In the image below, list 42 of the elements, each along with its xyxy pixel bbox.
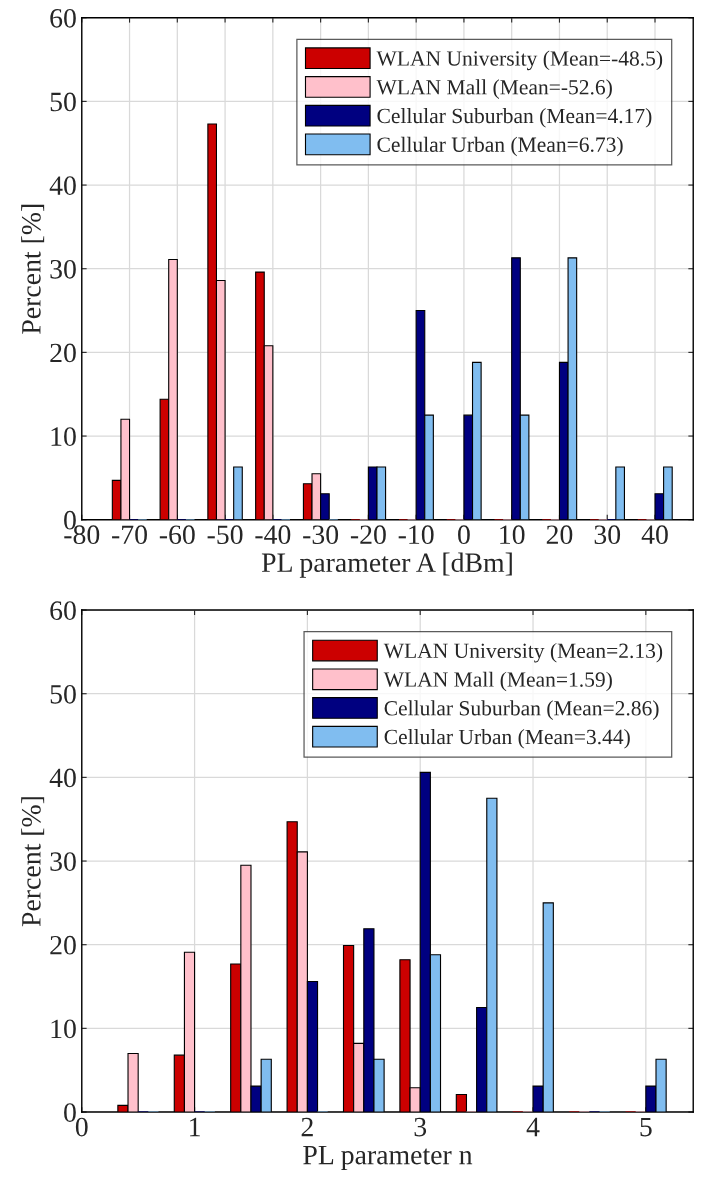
y-tick-label: 40 bbox=[49, 768, 76, 788]
x-tick-label: -70 bbox=[112, 525, 147, 545]
x-tick-label: 20 bbox=[546, 525, 573, 545]
x-tick-label: -20 bbox=[350, 525, 386, 545]
y-axis-title: Percent [%] bbox=[21, 797, 45, 927]
y-axis-title: Percent [%] bbox=[21, 204, 45, 334]
x-tick-label: -50 bbox=[207, 525, 243, 545]
y-tick-label: 50 bbox=[50, 92, 76, 112]
x-tick-label: 0 bbox=[458, 525, 470, 545]
x-tick-label: -30 bbox=[303, 525, 339, 545]
legend-label: WLAN Mall (Mean=1.59) bbox=[383, 671, 612, 692]
y-tick-label: 20 bbox=[50, 343, 76, 363]
legend-label: WLAN University (Mean=-48.5) bbox=[376, 50, 663, 71]
legend-label: WLAN University (Mean=2.13) bbox=[383, 642, 663, 663]
x-tick-label: 3 bbox=[414, 1117, 427, 1137]
x-axis-title: PL parameter n bbox=[303, 1145, 473, 1171]
y-tick-label: 30 bbox=[50, 259, 76, 279]
x-axis-title: PL parameter A [dBm] bbox=[261, 552, 512, 578]
y-tick-label: 60 bbox=[50, 8, 76, 28]
x-tick-label: -40 bbox=[255, 525, 291, 545]
x-tick-label: 4 bbox=[526, 1117, 540, 1137]
y-tick-label: 50 bbox=[50, 684, 76, 704]
y-tick-label: 10 bbox=[51, 1019, 76, 1039]
legend-label: Cellular Urban (Mean=3.44) bbox=[384, 729, 630, 749]
x-tick-label: 2 bbox=[301, 1117, 313, 1137]
x-tick-label: 10 bbox=[500, 525, 525, 545]
y-tick-label: 30 bbox=[50, 852, 76, 871]
y-tick-label: 0 bbox=[64, 1103, 76, 1122]
legend-label: Cellular Urban (Mean=6.73) bbox=[377, 136, 623, 157]
legend-label: Cellular Suburban (Mean=4.17) bbox=[377, 108, 652, 128]
y-tick-label: 10 bbox=[51, 427, 76, 446]
legend-label: Cellular Suburban (Mean=2.86) bbox=[384, 700, 659, 720]
x-tick-label: 5 bbox=[640, 1117, 652, 1137]
y-tick-label: 40 bbox=[49, 176, 76, 195]
x-tick-label: 30 bbox=[594, 525, 621, 545]
x-tick-label: -10 bbox=[398, 525, 434, 545]
y-tick-label: 20 bbox=[50, 935, 76, 955]
x-tick-label: 40 bbox=[641, 525, 668, 545]
x-tick-label: 1 bbox=[190, 1117, 200, 1137]
x-tick-label: -60 bbox=[159, 525, 195, 545]
y-tick-label: 60 bbox=[50, 601, 76, 620]
legend-label: WLAN Mall (Mean=-52.6) bbox=[376, 79, 612, 99]
